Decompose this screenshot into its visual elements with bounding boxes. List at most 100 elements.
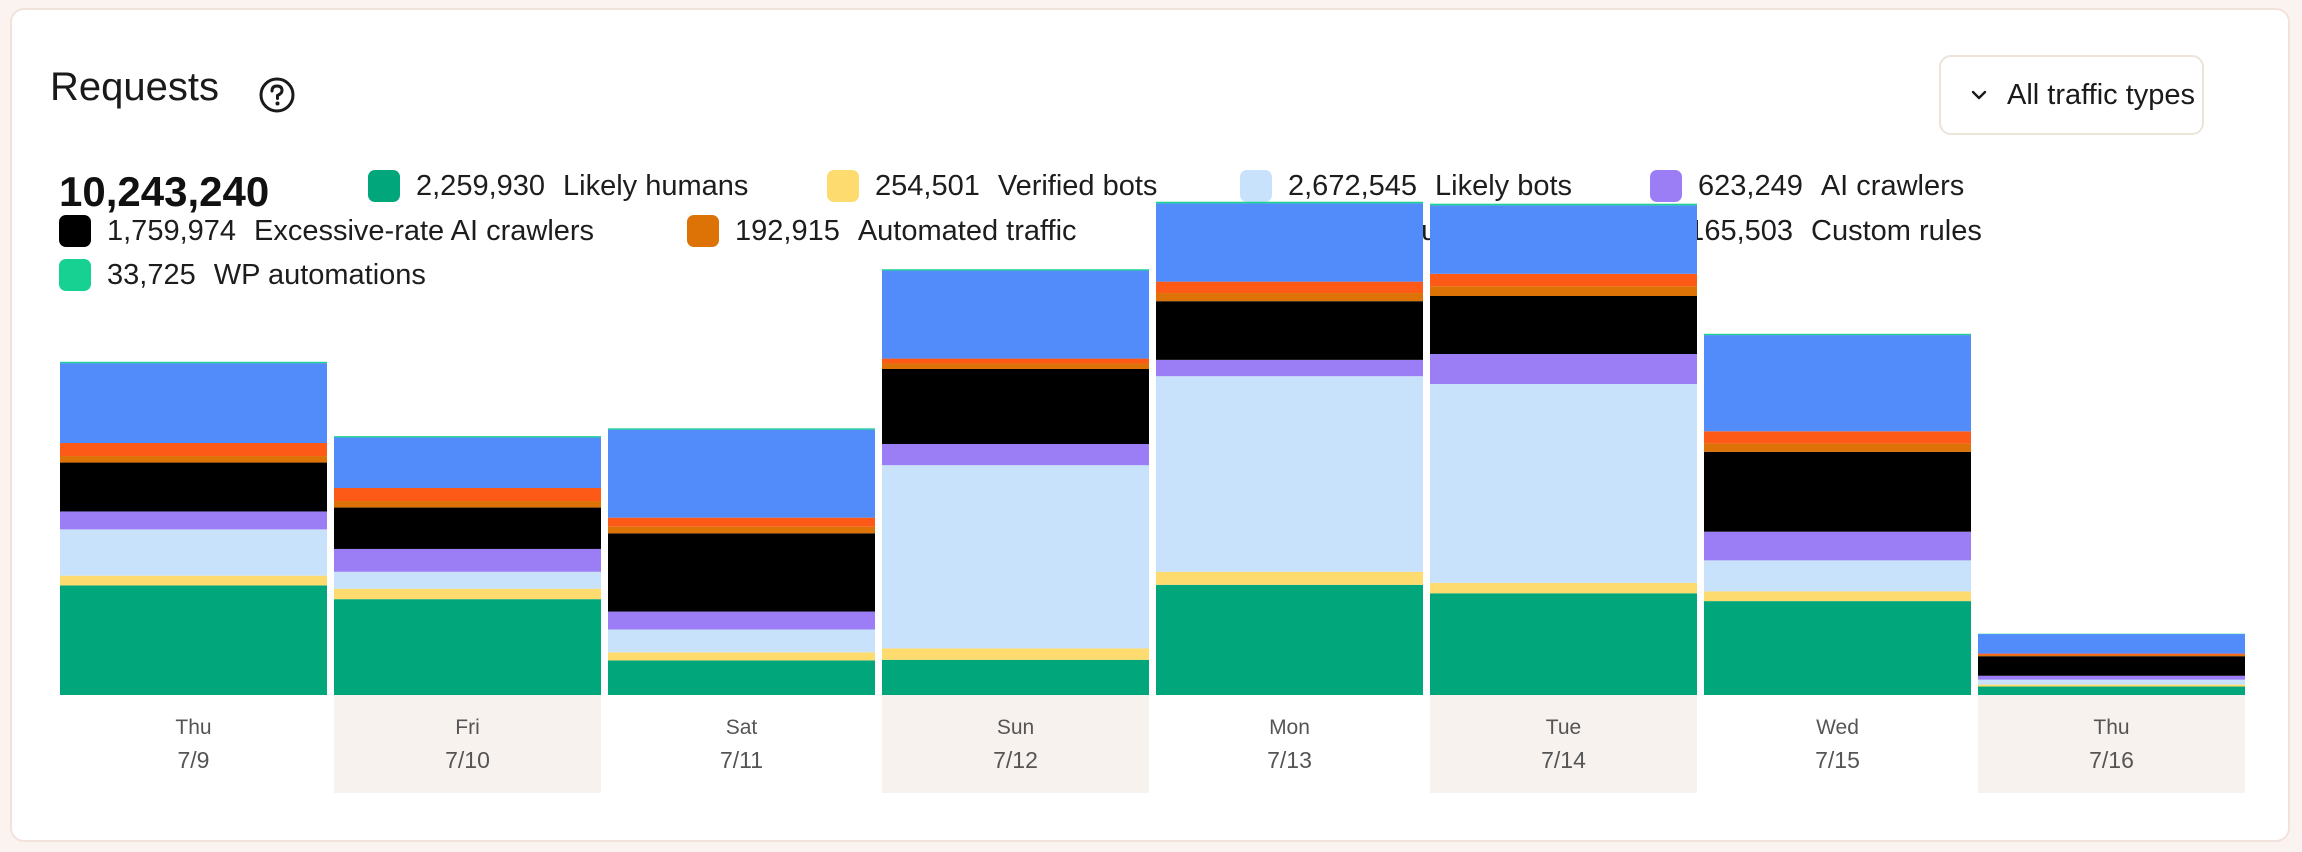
bar-segment[interactable] <box>1156 376 1423 572</box>
x-tick-date: 7/14 <box>1541 747 1586 773</box>
bar-segment[interactable] <box>608 429 875 518</box>
bar-segment[interactable] <box>334 588 601 600</box>
bar-segment[interactable] <box>334 437 601 488</box>
legend-item[interactable]: 254,501 Verified bots <box>827 166 1157 206</box>
bar-segment[interactable] <box>1704 333 1971 336</box>
x-tick-day: Mon <box>1269 716 1310 739</box>
bar-segment[interactable] <box>1430 273 1697 287</box>
legend-item[interactable]: 192,915 Automated traffic <box>687 211 1077 251</box>
legend-item[interactable]: 623,249 AI crawlers <box>1650 166 1964 206</box>
bar-segment[interactable] <box>1704 431 1971 444</box>
bar-segment[interactable] <box>1430 354 1697 384</box>
bar-segment[interactable] <box>60 361 327 364</box>
bar-segment[interactable] <box>1704 591 1971 602</box>
x-tick-date: 7/9 <box>178 747 210 773</box>
page-title: Requests <box>50 65 219 109</box>
bar-segment[interactable] <box>1156 281 1423 294</box>
bar-segment[interactable] <box>882 465 1149 649</box>
bar-segment[interactable] <box>1978 656 2245 676</box>
bar-segment[interactable] <box>334 436 601 438</box>
bar-segment[interactable] <box>608 652 875 661</box>
bar-segment[interactable] <box>608 611 875 630</box>
legend-value: 192,915 <box>735 214 840 247</box>
bar-segment[interactable] <box>334 599 601 695</box>
bar-segment[interactable] <box>1704 531 1971 561</box>
legend-label: WP automations <box>213 258 426 291</box>
bar-segment[interactable] <box>882 443 1149 466</box>
legend-label: Likely humans <box>563 169 749 202</box>
bar-segment[interactable] <box>334 487 601 502</box>
bar-segment[interactable] <box>1978 679 2245 685</box>
bar-segment[interactable] <box>882 363 1149 369</box>
bar-segment[interactable] <box>882 369 1149 444</box>
bar-segment[interactable] <box>334 548 601 572</box>
traffic-type-dropdown[interactable]: All traffic types <box>1939 55 2204 135</box>
bar-segment[interactable] <box>60 585 327 695</box>
bar-segment[interactable] <box>608 428 875 430</box>
bar-segment[interactable] <box>608 533 875 612</box>
bar-segment[interactable] <box>1430 582 1697 594</box>
bar-segment[interactable] <box>1156 571 1423 585</box>
bar-segment[interactable] <box>1978 684 2245 687</box>
legend-item[interactable]: 1,759,974 Excessive-rate AI crawlers <box>59 211 594 251</box>
bar-segment[interactable] <box>1156 584 1423 695</box>
bar-segment[interactable] <box>334 571 601 589</box>
bar-segment[interactable] <box>1430 286 1697 296</box>
bar-segment[interactable] <box>1430 295 1697 355</box>
legend-item[interactable]: 2,259,930 Likely humans <box>368 166 748 206</box>
bar-segment[interactable] <box>1430 593 1697 695</box>
legend-label: Likely bots <box>1435 169 1573 202</box>
help-icon[interactable] <box>258 76 296 114</box>
axis-label-background <box>1430 695 1697 793</box>
bar-segment[interactable] <box>882 269 1149 271</box>
bar-segment[interactable] <box>1704 560 1971 592</box>
x-tick-day: Thu <box>2093 716 2129 739</box>
bar-segment[interactable] <box>1978 654 2245 657</box>
bar-segment[interactable] <box>60 363 327 444</box>
axis-label-background <box>882 695 1149 793</box>
bar-segment[interactable] <box>1430 203 1697 206</box>
bar-segment[interactable] <box>1704 443 1971 452</box>
bar-segment[interactable] <box>1156 301 1423 360</box>
legend-value: 33,725 <box>107 258 196 291</box>
legend-swatch <box>1650 170 1682 202</box>
bar-segment[interactable] <box>1704 601 1971 695</box>
bar-segment[interactable] <box>1430 205 1697 274</box>
bar-segment[interactable] <box>1156 359 1423 377</box>
legend-item[interactable]: 33,725 WP automations <box>59 255 426 295</box>
legend-swatch <box>827 170 859 202</box>
bar-segment[interactable] <box>1978 675 2245 680</box>
bar-segment[interactable] <box>60 456 327 463</box>
bar-segment[interactable] <box>608 629 875 653</box>
bar-segment[interactable] <box>1704 335 1971 432</box>
bar-segment[interactable] <box>60 443 327 457</box>
bar-segment[interactable] <box>608 517 875 527</box>
bar-segment[interactable] <box>1704 451 1971 532</box>
bar-segment[interactable] <box>60 462 327 512</box>
bar-segment[interactable] <box>60 575 327 586</box>
bar-segment[interactable] <box>882 648 1149 660</box>
legend-swatch <box>687 215 719 247</box>
bar-segment[interactable] <box>1978 653 2245 655</box>
bar-segment[interactable] <box>1978 686 2245 695</box>
bar-segment[interactable] <box>882 270 1149 359</box>
bar-segment[interactable] <box>334 507 601 549</box>
bar-segment[interactable] <box>608 526 875 534</box>
bar-segment[interactable] <box>1430 383 1697 583</box>
x-tick-date: 7/10 <box>445 747 490 773</box>
bar-segment[interactable] <box>334 501 601 508</box>
x-tick-date: 7/12 <box>993 747 1038 773</box>
bar-segment[interactable] <box>608 660 875 695</box>
x-tick-day: Sat <box>726 716 758 739</box>
bar-segment[interactable] <box>60 511 327 530</box>
bar-segment[interactable] <box>1156 293 1423 302</box>
legend-item[interactable]: 2,672,545 Likely bots <box>1240 166 1572 206</box>
bar-segment[interactable] <box>60 529 327 576</box>
bar-segment[interactable] <box>1978 634 2245 654</box>
bar-segment[interactable] <box>1156 201 1423 204</box>
bar-segment[interactable] <box>882 659 1149 695</box>
legend-label: AI crawlers <box>1820 169 1965 202</box>
bar-segment[interactable] <box>1156 203 1423 282</box>
bar-segment[interactable] <box>882 358 1149 364</box>
